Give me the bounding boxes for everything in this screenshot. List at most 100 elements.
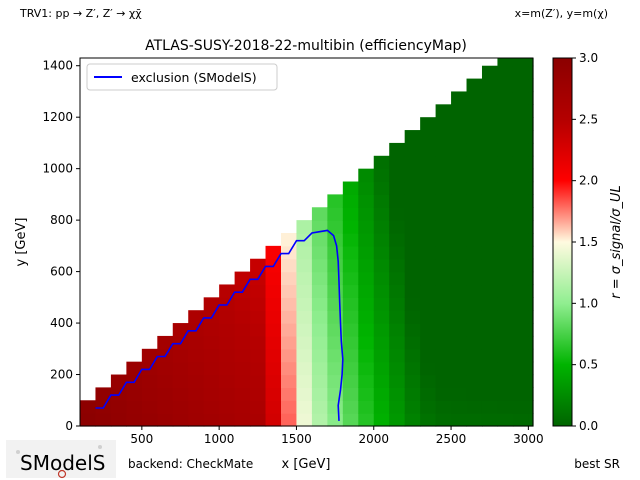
- heatmap-cell: [451, 400, 468, 414]
- y-tick-label: 1200: [42, 110, 73, 124]
- heatmap-cell: [481, 65, 499, 80]
- heatmap-cell: [311, 361, 328, 376]
- heatmap-cell: [373, 207, 390, 221]
- heatmap-cell: [358, 335, 375, 350]
- heatmap-cell: [435, 258, 452, 273]
- heatmap-cell: [389, 258, 406, 273]
- best-sr-label: best SR: [574, 457, 620, 471]
- heatmap-cell: [280, 258, 298, 273]
- heatmap-cell: [358, 387, 375, 401]
- heatmap-cell: [188, 361, 205, 376]
- heatmap-cell: [404, 323, 421, 337]
- heatmap-cell: [389, 335, 406, 350]
- heatmap-cell: [404, 374, 421, 388]
- heatmap-cell: [327, 400, 344, 414]
- heatmap-cell: [481, 387, 499, 401]
- heatmap-cell: [172, 387, 189, 401]
- heatmap-cell: [451, 323, 468, 337]
- heatmap-cell: [404, 155, 421, 170]
- heatmap-cell: [234, 387, 251, 401]
- heatmap-cell: [342, 335, 359, 350]
- y-tick-label: 400: [50, 316, 73, 330]
- heatmap-cell: [389, 413, 406, 427]
- heatmap-cell: [311, 348, 328, 363]
- heatmap-cell: [466, 117, 483, 131]
- heatmap-cell: [451, 130, 468, 144]
- heatmap-cell: [466, 297, 483, 311]
- heatmap-cell: [141, 374, 158, 388]
- y-tick-label: 1400: [42, 59, 73, 73]
- y-axis: 0 200 400 600 800 1000 1200 1400: [42, 59, 80, 433]
- heatmap-cell: [512, 310, 529, 324]
- colorbar: [552, 57, 573, 427]
- heatmap-cell: [497, 142, 514, 157]
- heatmap-cell: [234, 297, 251, 311]
- heatmap-cell: [358, 220, 375, 234]
- heatmap-cell: [250, 413, 267, 427]
- heatmap-cell: [497, 258, 514, 273]
- heatmap-cell: [451, 194, 468, 208]
- heatmap-cell: [265, 361, 282, 376]
- heatmap-cell: [126, 413, 143, 427]
- heatmap-cell: [420, 181, 437, 195]
- heatmap-cell: [528, 387, 534, 401]
- heatmap-cell: [512, 232, 529, 247]
- heatmap-cell: [389, 374, 406, 388]
- heatmap-cell: [435, 387, 452, 401]
- heatmap-cell: [466, 168, 483, 183]
- heatmap-cell: [157, 374, 174, 388]
- heatmap-cell: [497, 78, 514, 93]
- heatmap-cell: [296, 284, 313, 298]
- x-tick-label: 500: [130, 432, 153, 446]
- heatmap-cell: [497, 104, 514, 118]
- heatmap-cell: [327, 207, 344, 221]
- heatmap-cell: [265, 387, 282, 401]
- heatmap-cell: [280, 400, 298, 414]
- heatmap-cell: [404, 232, 421, 247]
- heatmap-cell: [512, 335, 529, 350]
- heatmap-cell: [141, 413, 158, 427]
- heatmap-cell: [203, 297, 220, 311]
- heatmap-cell: [528, 168, 534, 183]
- heatmap-cell: [528, 232, 534, 247]
- heatmap-cell: [280, 348, 298, 363]
- heatmap-cell: [512, 323, 529, 337]
- heatmap-cell: [188, 335, 205, 350]
- heatmap-cell: [358, 271, 375, 286]
- heatmap-cell: [497, 91, 514, 105]
- colorbar-tick-label: 2.5: [579, 112, 598, 126]
- heatmap-cell: [451, 142, 468, 157]
- heatmap-cell: [126, 361, 143, 376]
- heatmap-cell: [327, 220, 344, 234]
- heatmap-cell: [451, 155, 468, 170]
- legend-box: [86, 63, 278, 91]
- heatmap-cell: [481, 91, 499, 105]
- heatmap-cell: [342, 194, 359, 208]
- heatmap-cell: [250, 374, 267, 388]
- heatmap-cell: [420, 155, 437, 170]
- heatmap-cell: [481, 258, 499, 273]
- heatmap-cell: [311, 284, 328, 298]
- heatmap-cell: [497, 117, 514, 131]
- heatmap-cell: [296, 413, 313, 427]
- heatmap-cell: [528, 271, 534, 286]
- x-tick-label: 1000: [204, 432, 235, 446]
- heatmap-cell: [219, 348, 236, 363]
- heatmap-cell: [342, 207, 359, 221]
- heatmap-cell: [466, 220, 483, 234]
- heatmap-cell: [497, 207, 514, 221]
- heatmap-cell: [497, 220, 514, 234]
- heatmap-cell: [110, 413, 127, 427]
- x-axis: 500 1000 1500 2000 2500 3000: [130, 426, 544, 446]
- heatmap-cell: [512, 155, 529, 170]
- colorbar-ticks: 0.0 0.5 1.0 1.5 2.0 2.5 3.0: [572, 51, 598, 433]
- logo-speck: [98, 445, 102, 449]
- heatmap-cell: [404, 194, 421, 208]
- heatmap-cell: [234, 361, 251, 376]
- heatmap-cell: [296, 323, 313, 337]
- heatmap-cell: [466, 142, 483, 157]
- heatmap-cell: [481, 232, 499, 247]
- heatmap-cell: [512, 91, 529, 105]
- heatmap-cell: [404, 207, 421, 221]
- heatmap-cell: [296, 271, 313, 286]
